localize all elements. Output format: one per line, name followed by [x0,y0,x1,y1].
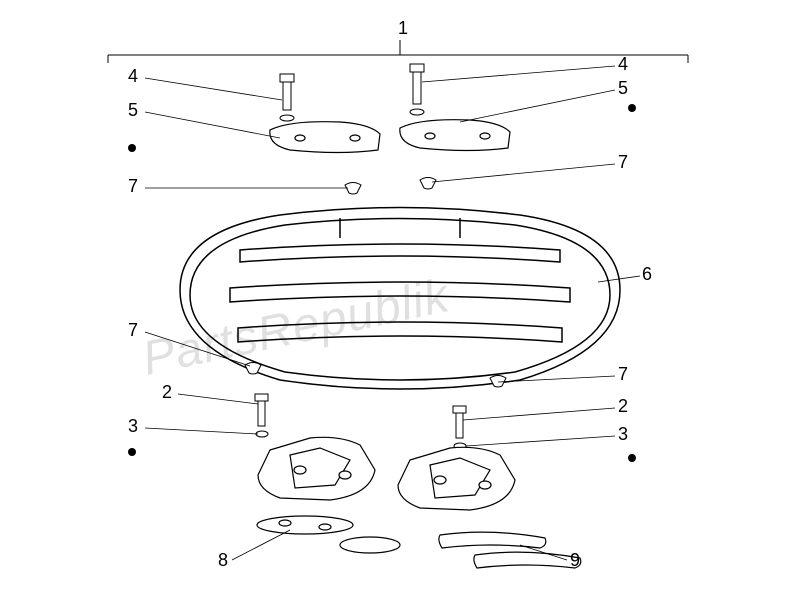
callout-7a: 7 [128,176,138,197]
top-plate-right [400,120,510,151]
callout-2b: 2 [618,396,628,417]
callout-3b: 3 [618,424,628,445]
callout-2a: 2 [162,382,172,403]
gasket-8b [340,537,400,553]
bullet-marker [128,448,136,456]
bullet-marker [128,144,136,152]
callout-lines [145,66,640,560]
bolt-lower-right [453,406,466,438]
trim-right-1 [439,532,546,548]
callout-5a: 5 [128,100,138,121]
gasket-left [257,516,353,534]
callout-7c: 7 [128,320,138,341]
bullet-marker [628,104,636,112]
bracket-lower-left [258,437,375,500]
callout-4b: 4 [618,54,628,75]
callout-8: 8 [218,550,228,571]
bullet-marker [628,454,636,462]
diagram-svg [0,0,800,603]
bracket-lower-right [398,447,515,510]
luggage-rack [180,208,620,390]
parts-diagram: 1 4 4 5 5 7 7 6 7 2 2 7 3 3 8 9 PartsRep… [0,0,800,603]
callout-7d: 7 [618,364,628,385]
bracket-top [108,40,688,63]
callout-9: 9 [570,550,580,571]
top-plate-left [270,122,380,153]
callout-6: 6 [642,264,652,285]
bolt-top-right [410,64,424,104]
callout-3a: 3 [128,416,138,437]
trim-right-2 [474,552,581,568]
callout-4a: 4 [128,66,138,87]
callout-7b: 7 [618,152,628,173]
callout-1: 1 [398,18,408,39]
washer-top [280,109,424,121]
callout-5b: 5 [618,78,628,99]
bolt-top-left [280,74,294,110]
bolt-lower-left [255,394,268,426]
